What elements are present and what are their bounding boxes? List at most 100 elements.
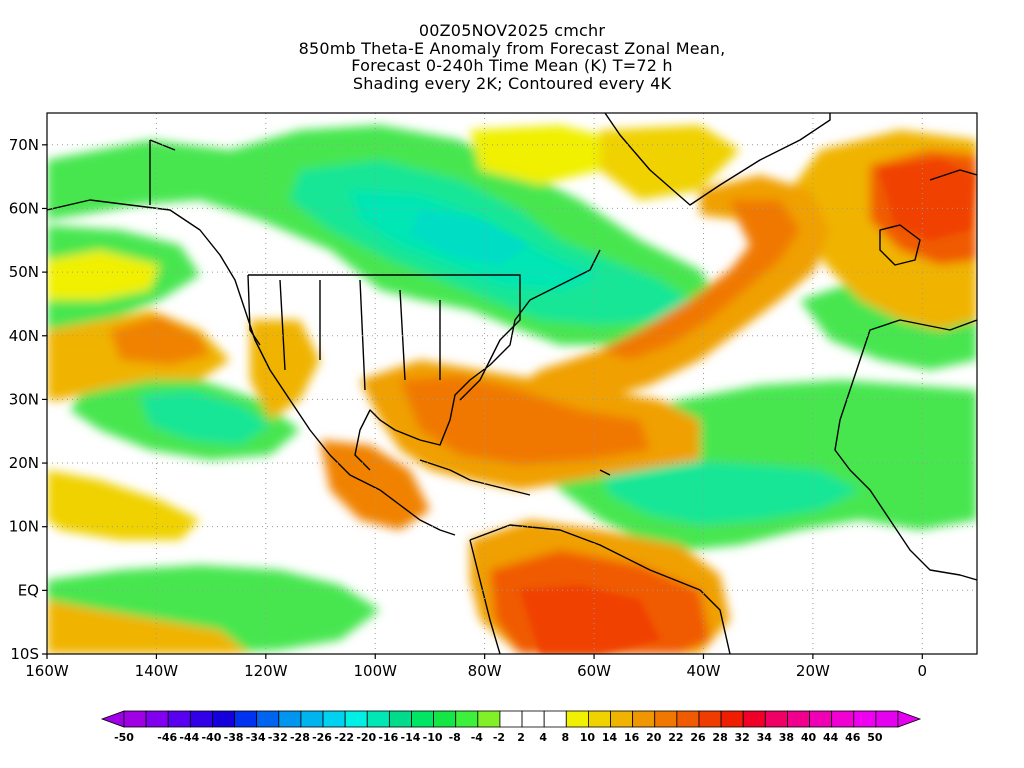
- colorbar-label: 40: [801, 731, 817, 744]
- lon-label: 140W: [135, 662, 179, 680]
- colorbar-label: -2: [493, 731, 505, 744]
- colorbar-label: -10: [423, 731, 443, 744]
- colorbar-swatch: [764, 710, 788, 728]
- colorbar-left-arrow: [100, 710, 125, 728]
- lat-label: 10S: [10, 645, 39, 663]
- colorbar-swatch: [388, 710, 412, 728]
- colorbar-swatch: [123, 710, 147, 728]
- colorbar-label: 32: [735, 731, 750, 744]
- colorbar-swatch: [278, 710, 302, 728]
- colorbar-swatch: [167, 710, 191, 728]
- colorbar-label: 8: [561, 731, 569, 744]
- colorbar: -50 -46 -44 -40 -38 -34 -32 -28 -26 -22 -20 -16 -14-…: [100, 710, 922, 744]
- colorbar-swatch: [809, 710, 833, 728]
- lon-label: 100W: [354, 662, 398, 680]
- colorbar-label: 38: [779, 731, 794, 744]
- colorbar-swatch: [632, 710, 656, 728]
- title-shading-info: Shading every 2K; Contoured every 4K: [352, 73, 672, 93]
- colorbar-swatch: [455, 710, 479, 728]
- colorbar-swatch: [433, 710, 457, 728]
- lon-label: 120W: [244, 662, 288, 680]
- colorbar-label: 28: [712, 731, 727, 744]
- colorbar-label: -26: [312, 731, 332, 744]
- colorbar-label: -40: [202, 731, 222, 744]
- colorbar-swatch: [610, 710, 634, 728]
- colorbar-swatch: [787, 710, 810, 728]
- colorbar-swatch: [875, 710, 899, 728]
- colorbar-swatch: [588, 710, 611, 728]
- colorbar-swatch: [234, 710, 258, 728]
- colorbar-label: 16: [624, 731, 640, 744]
- colorbar-swatch: [720, 710, 744, 728]
- colorbar-label: 10: [580, 731, 596, 744]
- colorbar-swatch: [853, 710, 877, 728]
- colorbar-swatch: [742, 710, 766, 728]
- colorbar-swatch: [145, 710, 169, 728]
- chart-title: 00Z05NOV2025 cmchr 850mb Theta-E Anomaly…: [0, 22, 1024, 92]
- colorbar-swatch: [411, 710, 435, 728]
- colorbar-label: 4: [539, 731, 547, 744]
- colorbar-swatch: [366, 710, 390, 728]
- lon-label: 60W: [577, 662, 611, 680]
- title-field-name: 850mb Theta-E Anomaly from Forecast Zona…: [298, 38, 726, 58]
- lat-label: 30N: [9, 390, 39, 408]
- colorbar-label: 2: [517, 731, 525, 744]
- colorbar-swatch: [499, 710, 523, 728]
- colorbar-swatch: [300, 710, 324, 728]
- lat-label: 10N: [9, 518, 39, 536]
- title-forecast-info: Forecast 0-240h Time Mean (K) T=72 h: [351, 56, 673, 75]
- colorbar-label: 20: [646, 731, 662, 744]
- colorbar-swatch: [322, 710, 346, 728]
- anomaly-map: [47, 113, 977, 654]
- title-run-info: 00Z05NOV2025 cmchr: [418, 21, 606, 40]
- colorbar-swatch: [212, 710, 235, 728]
- colorbar-swatch: [477, 710, 501, 728]
- colorbar-label: -50: [114, 731, 134, 744]
- graticule: [47, 113, 977, 654]
- colorbar-swatch: [543, 710, 567, 728]
- lat-label: 60N: [9, 199, 39, 217]
- colorbar-label: -16: [378, 731, 398, 744]
- lat-label: 40N: [9, 327, 39, 345]
- lat-label: 20N: [9, 454, 39, 472]
- colorbar-swatch: [698, 710, 722, 728]
- colorbar-swatch: [676, 710, 700, 728]
- lon-label: 20W: [796, 662, 830, 680]
- colorbar-swatch: [565, 710, 589, 728]
- colorbar-swatch: [256, 710, 280, 728]
- colorbar-right-arrow: [897, 710, 922, 728]
- colorbar-label: 34: [757, 731, 773, 744]
- colorbar-label: -28: [290, 731, 310, 744]
- colorbar-label: 26: [690, 731, 706, 744]
- colorbar-label: 22: [668, 731, 683, 744]
- colorbar-label: -22: [334, 731, 354, 744]
- colorbar-label: -38: [224, 731, 244, 744]
- coastlines: [47, 113, 977, 654]
- colorbar-swatch: [521, 710, 545, 728]
- lat-label: EQ: [18, 581, 39, 599]
- map-frame: [46, 112, 978, 655]
- colorbar-label: -46: [157, 731, 177, 744]
- colorbar-label: -44: [179, 731, 199, 744]
- lat-label: 50N: [9, 263, 39, 281]
- lon-label: 160W: [25, 662, 69, 680]
- colorbar-label: 44: [823, 731, 839, 744]
- colorbar-label: -34: [246, 731, 266, 744]
- colorbar-label: 46: [845, 731, 861, 744]
- colorbar-swatch: [344, 710, 368, 728]
- colorbar-label: -4: [471, 731, 484, 744]
- colorbar-label: -20: [356, 731, 376, 744]
- lon-label: 80W: [468, 662, 502, 680]
- colorbar-swatch: [189, 710, 213, 728]
- colorbar-label: 50: [867, 731, 883, 744]
- colorbar-swatch: [831, 710, 855, 728]
- colorbar-label: 14: [602, 731, 618, 744]
- lon-label: 40W: [687, 662, 721, 680]
- lon-label: 0: [918, 662, 928, 680]
- colorbar-label: -8: [449, 731, 461, 744]
- colorbar-label: -32: [268, 731, 288, 744]
- colorbar-label: -14: [401, 731, 421, 744]
- lat-label: 70N: [9, 136, 39, 154]
- colorbar-swatch: [654, 710, 678, 728]
